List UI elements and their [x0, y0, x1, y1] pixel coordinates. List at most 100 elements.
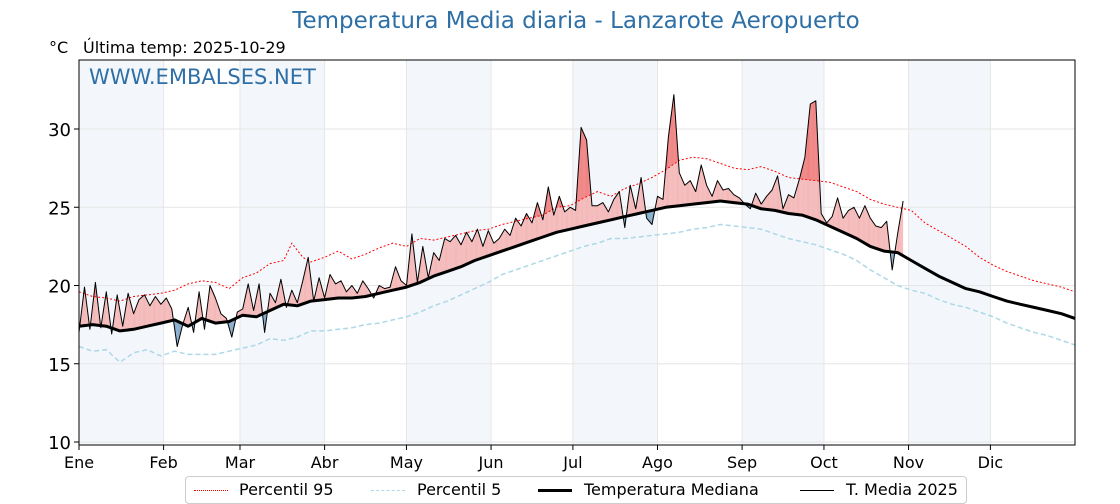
above-median-fill: [138, 300, 139, 329]
above-median-fill: [682, 179, 683, 205]
legend-label-2025: T. Media 2025: [846, 480, 958, 499]
above-median-fill: [434, 253, 435, 276]
above-median-fill: [144, 295, 145, 327]
above-median-fill: [503, 231, 504, 251]
above-median-fill: [467, 234, 468, 264]
above-median-fill: [456, 235, 457, 268]
above-median-fill: [702, 168, 703, 203]
above-median-fill: [350, 287, 351, 298]
above-median-fill: [657, 196, 658, 209]
above-median-fill: [477, 229, 478, 259]
below-median-fill: [649, 211, 650, 223]
above-median-fill: [488, 231, 489, 256]
above-median-fill: [472, 240, 473, 262]
above-median-fill: [168, 302, 169, 322]
above-median-fill: [459, 242, 460, 268]
above-median-fill: [498, 239, 499, 253]
above-median-fill: [593, 206, 594, 224]
above-median-fill: [689, 181, 690, 205]
above-median-fill: [215, 296, 216, 323]
above-p95-fill: [810, 103, 811, 180]
above-median-fill: [567, 210, 568, 230]
above-median-fill: [454, 236, 455, 269]
above-median-fill: [497, 239, 498, 252]
above-median-fill: [469, 237, 470, 263]
above-median-fill: [793, 197, 794, 214]
above-median-fill: [445, 239, 446, 273]
above-median-fill: [718, 181, 719, 202]
above-median-fill: [598, 205, 599, 223]
above-median-fill: [136, 304, 137, 328]
above-median-fill: [162, 302, 163, 323]
above-median-fill: [595, 206, 596, 224]
watermark: WWW.EMBALSES.NET: [89, 65, 316, 89]
above-median-fill: [688, 182, 689, 205]
above-median-fill: [617, 193, 618, 218]
above-median-fill: [849, 210, 850, 235]
above-median-fill: [788, 195, 789, 214]
above-median-fill: [451, 240, 452, 271]
above-median-fill: [860, 214, 861, 241]
above-median-fill: [844, 216, 845, 234]
above-median-fill: [798, 179, 799, 215]
above-median-fill: [159, 302, 160, 324]
above-median-fill: [597, 205, 598, 223]
above-median-fill: [154, 298, 155, 325]
above-median-fill: [478, 232, 479, 259]
above-median-fill: [569, 207, 570, 229]
above-median-fill: [572, 208, 573, 228]
above-p95-fill: [811, 103, 812, 180]
above-median-fill: [859, 216, 860, 240]
above-median-fill: [770, 191, 771, 210]
month-band: [79, 60, 164, 445]
above-median-fill: [790, 196, 791, 214]
above-median-fill: [859, 216, 860, 241]
above-median-fill: [874, 223, 875, 248]
above-median-fill: [720, 185, 721, 201]
above-median-fill: [307, 257, 308, 302]
above-median-fill: [866, 208, 867, 245]
above-median-fill: [851, 208, 852, 236]
above-median-fill: [519, 223, 520, 245]
above-median-fill: [507, 231, 508, 249]
above-median-fill: [333, 279, 334, 298]
x-tick-label: Jul: [562, 453, 582, 472]
above-median-fill: [452, 239, 453, 270]
above-median-fill: [450, 241, 451, 271]
above-median-fill: [155, 296, 156, 324]
above-median-fill: [838, 198, 839, 230]
y-tick-label: 20: [48, 277, 71, 298]
above-p95-fill: [813, 102, 814, 181]
above-median-fill: [156, 298, 157, 324]
above-median-fill: [902, 201, 903, 256]
above-median-fill: [777, 176, 778, 211]
below-median-fill: [650, 211, 651, 224]
above-median-fill: [461, 243, 462, 267]
y-tick-label: 15: [48, 355, 71, 376]
above-median-fill: [142, 296, 143, 327]
above-median-fill: [877, 226, 878, 249]
above-median-fill: [453, 238, 454, 270]
above-median-fill: [597, 206, 598, 223]
above-median-fill: [496, 241, 497, 253]
above-median-fill: [728, 188, 729, 202]
legend-swatch-median: [538, 489, 572, 492]
above-median-fill: [140, 298, 141, 328]
x-tick-label: Jun: [478, 453, 504, 472]
above-median-fill: [516, 218, 517, 246]
above-median-fill: [330, 275, 331, 299]
above-median-fill: [847, 212, 848, 235]
above-median-fill: [455, 235, 456, 268]
above-median-fill: [504, 229, 505, 250]
above-median-fill: [575, 210, 576, 228]
above-median-fill: [863, 208, 864, 243]
above-median-fill: [154, 296, 155, 324]
above-median-fill: [776, 178, 777, 210]
above-median-fill: [167, 300, 168, 322]
y-tick-label: 10: [48, 433, 71, 454]
x-tick-label: Nov: [893, 453, 924, 472]
above-median-fill: [466, 232, 467, 264]
above-p95-fill: [583, 132, 584, 199]
